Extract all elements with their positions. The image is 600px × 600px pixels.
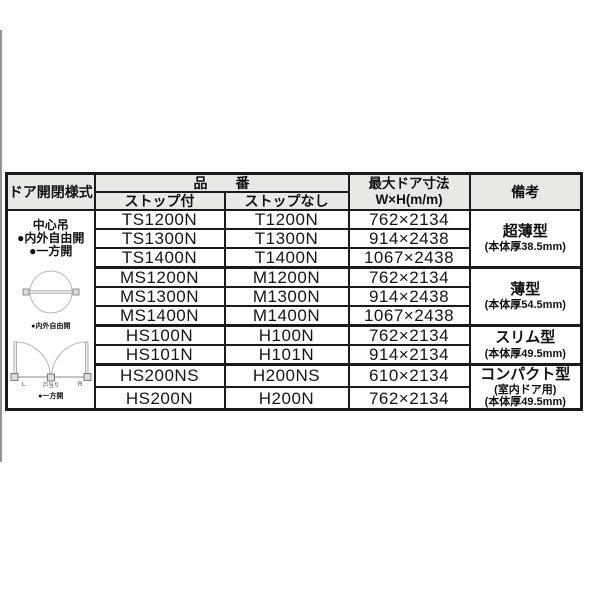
max-size-cell: 1067×2438 — [347, 246, 471, 268]
double-swing-caption: ●内外自由開 — [31, 323, 71, 331]
table-row: MS1400N M1400N 1067×2438 — [7, 304, 582, 326]
part-number-with-stop-cell: HS200NS — [93, 362, 226, 388]
door-style-text: 中心吊 ●内外自由開 ●一方開 — [9, 217, 93, 259]
header-part-number: 品 番 — [93, 172, 350, 193]
part-number-without-stop-cell: T1400N — [223, 246, 350, 268]
label-left-door: L — [22, 382, 26, 388]
remark-cell: 薄型 (本体厚54.5mm) — [468, 265, 583, 326]
remark-cell: コンパクト型 (室内ドア用) (本体厚49.5mm) — [468, 362, 583, 411]
part-number-with-stop-cell: TS1300N — [93, 227, 226, 249]
remark-cell: 超薄型 (本体厚38.5mm) — [468, 208, 583, 268]
header-remarks: 備考 — [468, 172, 583, 211]
part-number-with-stop-cell: HS101N — [93, 343, 226, 365]
part-number-with-stop-cell: TS1400N — [93, 246, 226, 268]
header-max-door-size-line2: W×H(m/m) — [375, 191, 443, 207]
part-number-without-stop-cell: H200NS — [223, 362, 350, 388]
table-row: HS200NS H200NS 610×2134 コンパクト型 (室内ドア用) (本体厚49… — [7, 362, 583, 411]
one-way-diagram: L 戸当り R ●一方開 — [9, 337, 93, 401]
max-size-cell: 762×2134 — [347, 265, 471, 288]
remark-sub: (本体厚38.5mm) — [484, 241, 566, 254]
door-style-cell: 中心吊 ●内外自由開 ●一方開 ●内外自由開 L 戸当り R — [5, 208, 96, 411]
remark-cell: スリム型 (本体厚49.5mm) — [468, 323, 583, 365]
page-edge-scan-line — [0, 30, 2, 462]
max-size-cell: 762×2134 — [347, 208, 471, 230]
header-door-style: ドア開閉様式 — [5, 172, 96, 211]
label-right-door: R — [78, 382, 83, 388]
one-way-caption: ●一方開 — [38, 392, 64, 400]
max-size-cell: 914×2438 — [347, 285, 471, 307]
door-style-line2: ●内外自由開 — [17, 230, 85, 245]
part-number-without-stop-cell: H100N — [223, 323, 350, 346]
max-size-cell: 610×2134 — [347, 362, 471, 388]
door-spec-table: ドア開閉様式 品 番 最大ドア寸法 W×H(m/m) 備考 ストップ付 ストップ… — [5, 172, 583, 412]
table-row: 中心吊 ●内外自由開 ●一方開 ●内外自由開 L 戸当り R — [5, 208, 583, 411]
part-number-with-stop-cell: MS1200N — [93, 265, 226, 288]
part-number-without-stop-cell: T1300N — [223, 227, 350, 249]
header-row-2: ストップ付 ストップなし — [7, 190, 582, 211]
part-number-with-stop-cell: MS1400N — [93, 304, 226, 326]
part-number-with-stop-cell: TS1200N — [93, 208, 226, 230]
table-row: HS200N H200N 762×2134 — [7, 385, 582, 411]
remark-title: 超薄型 — [502, 222, 548, 240]
part-number-without-stop-cell: H101N — [223, 343, 350, 365]
part-number-without-stop-cell: T1200N — [223, 208, 350, 230]
max-size-cell: 1067×2438 — [347, 304, 471, 326]
remark-sub: (本体厚54.5mm) — [484, 299, 566, 312]
part-number-with-stop-cell: HS100N — [93, 323, 226, 346]
remark-title: 薄型 — [510, 280, 541, 298]
remark-sub: (室内ドア用) — [494, 384, 557, 397]
part-number-without-stop-cell: M1200N — [223, 265, 350, 288]
header-row-1: ドア開閉様式 品 番 最大ドア寸法 W×H(m/m) 備考 — [5, 172, 583, 211]
remark-sub: (本体厚49.5mm) — [484, 347, 566, 360]
remark-title: コンパクト型 — [480, 365, 571, 383]
part-number-with-stop-cell: MS1300N — [93, 285, 226, 307]
max-size-cell: 762×2134 — [347, 323, 471, 346]
double-swing-door-icon — [22, 270, 80, 314]
remark-title: スリム型 — [495, 329, 556, 347]
table-row: MS1200N M1200N 762×2134 薄型 (本体厚54.5mm) — [7, 265, 583, 326]
table-body: 中心吊 ●内外自由開 ●一方開 ●内外自由開 L 戸当り R — [5, 208, 583, 411]
part-number-with-stop-cell: HS200N — [93, 385, 226, 411]
label-door-stop: 戸当り — [42, 381, 59, 389]
one-way-door-icon: L 戸当り R — [10, 341, 92, 389]
header-with-stop: ストップ付 — [93, 190, 226, 211]
header-max-door-size: 最大ドア寸法 W×H(m/m) — [347, 172, 471, 211]
max-size-cell: 914×2134 — [347, 343, 471, 365]
door-style-line1: 中心吊 — [32, 217, 69, 232]
remark-sub: (本体厚49.5mm) — [484, 396, 566, 409]
door-style-line3: ●一方開 — [29, 243, 73, 258]
part-number-without-stop-cell: H200N — [223, 385, 350, 411]
header-max-door-size-line1: 最大ドア寸法 — [368, 176, 450, 192]
max-size-cell: 762×2134 — [347, 385, 471, 411]
header-without-stop: ストップなし — [223, 190, 350, 211]
table-row: TS1300N T1300N 914×2438 — [7, 227, 582, 249]
part-number-without-stop-cell: M1400N — [223, 304, 350, 326]
double-swing-diagram: ●内外自由開 — [9, 265, 93, 331]
table-row: MS1300N M1300N 914×2438 — [7, 285, 582, 307]
part-number-without-stop-cell: M1300N — [223, 285, 350, 307]
max-size-cell: 914×2438 — [347, 227, 471, 249]
